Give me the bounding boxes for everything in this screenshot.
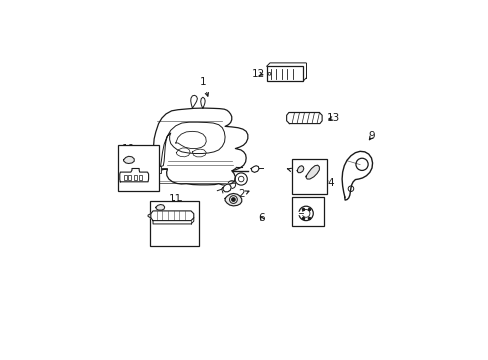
Text: 1: 1 <box>200 77 208 96</box>
FancyBboxPatch shape <box>291 159 326 194</box>
Text: 10: 10 <box>122 144 134 153</box>
Text: 2: 2 <box>238 189 248 199</box>
Polygon shape <box>156 204 164 210</box>
Bar <box>144 166 147 173</box>
Polygon shape <box>305 165 319 179</box>
Polygon shape <box>286 112 322 123</box>
Bar <box>157 166 160 173</box>
Text: 12: 12 <box>252 69 265 79</box>
Text: 11: 11 <box>168 194 182 204</box>
Bar <box>123 175 127 180</box>
Polygon shape <box>224 193 241 206</box>
Polygon shape <box>150 211 193 221</box>
Text: 8: 8 <box>301 217 307 227</box>
FancyBboxPatch shape <box>266 66 302 81</box>
Circle shape <box>359 162 364 167</box>
Polygon shape <box>342 151 372 200</box>
Polygon shape <box>251 166 259 172</box>
Bar <box>128 175 131 180</box>
Bar <box>148 166 151 173</box>
Polygon shape <box>223 184 231 192</box>
Polygon shape <box>120 168 148 182</box>
Text: 9: 9 <box>368 131 375 141</box>
FancyBboxPatch shape <box>117 145 158 191</box>
Text: 3: 3 <box>287 166 296 176</box>
Circle shape <box>231 198 235 201</box>
Bar <box>138 175 142 180</box>
FancyBboxPatch shape <box>291 197 323 226</box>
Text: 13: 13 <box>326 113 340 123</box>
Bar <box>133 175 137 180</box>
Text: 5: 5 <box>304 167 310 177</box>
Text: 4: 4 <box>324 178 334 188</box>
FancyBboxPatch shape <box>149 201 199 246</box>
Polygon shape <box>123 156 134 163</box>
Polygon shape <box>297 166 303 173</box>
Bar <box>153 166 156 173</box>
Text: 6: 6 <box>258 213 264 224</box>
Text: 15: 15 <box>170 199 183 210</box>
Text: 7: 7 <box>293 211 299 221</box>
Text: 14: 14 <box>135 155 148 165</box>
